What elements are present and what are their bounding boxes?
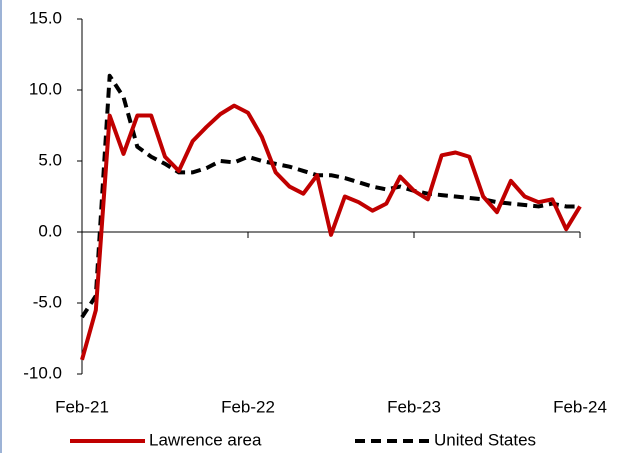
y-tick-label: 5.0 xyxy=(38,150,62,169)
x-tick-label: Feb-22 xyxy=(221,397,275,416)
x-tick-label: Feb-23 xyxy=(387,397,441,416)
series-line xyxy=(80,103,582,361)
y-tick-label: -10.0 xyxy=(23,363,62,382)
series-line xyxy=(80,73,580,319)
y-tick-label: 15.0 xyxy=(29,8,62,27)
legend-label: United States xyxy=(434,430,536,449)
y-tick-label: 0.0 xyxy=(38,221,62,240)
x-tick-label: Feb-24 xyxy=(553,397,607,416)
legend-label: Lawrence area xyxy=(149,430,262,449)
y-tick-label: 10.0 xyxy=(29,79,62,98)
y-tick-label: -5.0 xyxy=(33,292,62,311)
x-tick-label: Feb-21 xyxy=(55,397,109,416)
